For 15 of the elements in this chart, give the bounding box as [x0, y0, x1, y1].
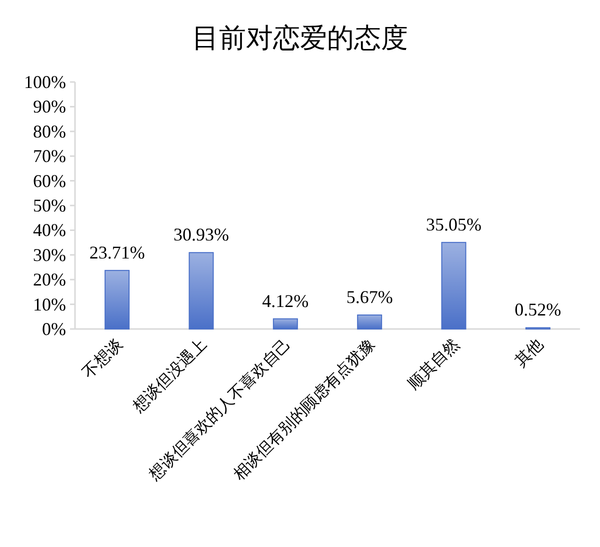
y-tick-label: 20%: [33, 270, 66, 290]
x-tick-label: 其他: [511, 335, 547, 370]
x-tick-label: 不想谈: [79, 335, 126, 382]
x-tick-label: 顺其自然: [404, 335, 463, 394]
y-tick-label: 60%: [33, 170, 66, 191]
y-tick-label: 50%: [33, 196, 66, 216]
y-tick-label: 30%: [33, 244, 66, 265]
y-tick-label: 80%: [33, 121, 66, 142]
title: 目前对恋爱的态度: [192, 23, 408, 53]
y-tick-label: 90%: [33, 96, 66, 117]
y-tick-label: 0%: [42, 319, 66, 339]
y-tick-label: 10%: [33, 294, 66, 314]
y-tick-label: 100%: [24, 72, 66, 92]
y-tick-label: 70%: [33, 146, 66, 166]
y-tick-label: 40%: [33, 220, 66, 240]
